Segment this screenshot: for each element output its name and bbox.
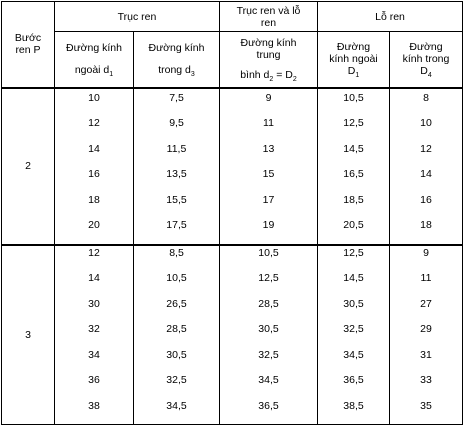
- table-cell: 34,5: [166, 399, 187, 412]
- table-cell: 11: [263, 117, 274, 129]
- table-cell: 12,5: [258, 272, 279, 284]
- table-cell: 14,5: [343, 142, 364, 155]
- table-cell: 12,5: [343, 246, 364, 259]
- table-cell: 38,5: [343, 399, 364, 412]
- col-outer-d1: 12 14 30 32 34 36 38: [54, 243, 134, 425]
- table-cell: 20,5: [343, 219, 364, 231]
- header-bolt-and-nut: Trục ren và lỗ ren: [219, 1, 318, 32]
- table-cell: 10,5: [258, 246, 279, 259]
- table-cell: 36,5: [258, 399, 279, 412]
- table-cell: 33: [420, 374, 432, 386]
- table-cell: 32,5: [166, 374, 187, 386]
- pitch-value-3: 3: [1, 243, 55, 425]
- header-outer-diameter-d1: Đường kính ngoài d1: [54, 31, 134, 88]
- col-outer-D1: 10,5 12,5 14,5 16,5 18,5 20,5: [317, 86, 390, 245]
- table-cell: 16: [88, 168, 100, 180]
- col-outer-D1: 12,5 14,5 30,5 32,5 34,5 36,5 38,5: [317, 243, 390, 425]
- table-cell: 17: [262, 193, 275, 206]
- table-cell: 12: [88, 246, 100, 259]
- table-cell: 30,5: [258, 323, 279, 335]
- table-cell: 32: [88, 323, 100, 335]
- table-cell: 10,5: [166, 272, 187, 284]
- table-cell: 18: [420, 219, 432, 231]
- table-cell: 13: [262, 142, 275, 155]
- header-bolt: Trục ren: [54, 1, 220, 32]
- table-cell: 14,5: [343, 272, 364, 284]
- table-cell: 8,5: [169, 246, 184, 259]
- table-cell: 29: [420, 323, 432, 335]
- col-pitch-d2: 10,5 12,5 28,5 30,5 32,5 34,5 36,5: [219, 243, 318, 425]
- col-inner-d3: 7,5 9,5 11,5 13,5 15,5 17,5: [133, 86, 220, 245]
- table-cell: 17,5: [166, 219, 187, 231]
- table-cell: 14: [420, 168, 432, 180]
- table-cell: 14: [88, 142, 100, 155]
- header-inner-diameter-D4: Đường kính trong D4: [389, 31, 463, 88]
- table-cell: 11: [420, 272, 432, 284]
- header-nut: Lỗ ren: [317, 1, 463, 32]
- header-pitch-diameter-d2: Đường kính trung bình d2 = D2: [219, 31, 318, 88]
- table-cell: 36,5: [343, 374, 364, 386]
- table-cell: 15,5: [166, 193, 187, 206]
- table-cell: 12,5: [343, 117, 364, 129]
- col-pitch-d2: 9 11 13 15 17 19: [219, 86, 318, 245]
- table-cell: 19: [262, 219, 275, 231]
- table-cell: 11,5: [166, 142, 187, 155]
- table-cell: 14: [88, 272, 100, 284]
- table-cell: 34,5: [258, 374, 279, 386]
- table-cell: 38: [88, 399, 100, 412]
- table-cell: 34: [88, 348, 100, 361]
- table-cell: 28,5: [166, 323, 187, 335]
- table-cell: 16,5: [343, 168, 364, 180]
- table-cell: 35: [420, 399, 432, 412]
- header-inner-diameter-d3: Đường kính trong d3: [133, 31, 220, 88]
- table-cell: 36: [88, 374, 100, 386]
- table-cell: 12: [88, 117, 100, 129]
- table-cell: 20: [88, 219, 100, 231]
- table-cell: 34,5: [343, 348, 364, 361]
- table-cell: 10: [420, 117, 432, 129]
- table-cell: 31: [420, 348, 432, 361]
- table-cell: 9: [265, 91, 272, 104]
- table-cell: 12: [420, 142, 432, 155]
- table-cell: 18,5: [343, 193, 364, 206]
- table-cell: 15: [262, 168, 275, 180]
- col-inner-D4: 9 11 27 29 31 33 35: [389, 243, 463, 425]
- table-cell: 16: [420, 193, 432, 206]
- table-cell: 9,5: [169, 117, 184, 129]
- table-cell: 32,5: [343, 323, 364, 335]
- col-inner-D4: 8 10 12 14 16 18: [389, 86, 463, 245]
- col-inner-d3: 8,5 10,5 26,5 28,5 30,5 32,5 34,5: [133, 243, 220, 425]
- table-cell: 32,5: [258, 348, 279, 361]
- table-cell: 10: [88, 91, 100, 104]
- table-cell: 28,5: [258, 297, 279, 310]
- table-cell: 9: [423, 246, 429, 259]
- table-cell: 18: [88, 193, 100, 206]
- table-cell: 30,5: [166, 348, 187, 361]
- table-cell: 30,5: [343, 297, 364, 310]
- table-cell: 13,5: [166, 168, 187, 180]
- table-cell: 30: [88, 297, 100, 310]
- col-outer-d1: 10 12 14 16 18 20: [54, 86, 134, 245]
- header-outer-diameter-D1: Đường kính ngoài D1: [317, 31, 390, 88]
- table-cell: 8: [423, 91, 429, 104]
- table-cell: 27: [420, 297, 432, 310]
- table-cell: 26,5: [166, 297, 187, 310]
- pitch-value-2: 2: [1, 86, 55, 245]
- table-cell: 10,5: [343, 91, 364, 104]
- table-cell: 7,5: [169, 91, 184, 104]
- header-pitch: Bước ren P: [1, 1, 55, 88]
